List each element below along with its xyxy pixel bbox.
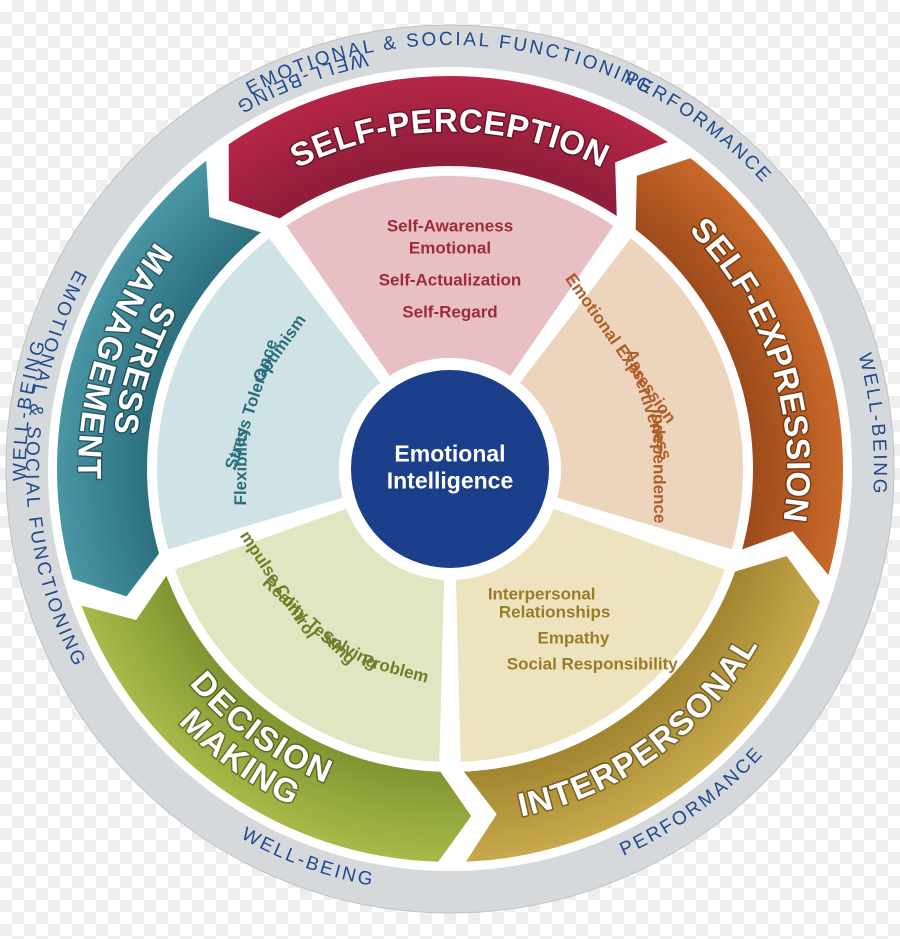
sub-label: Relationships: [499, 602, 610, 621]
center-label: Emotional: [394, 441, 505, 467]
sub-label: Self-Regard: [402, 302, 497, 321]
center-label: Intelligence: [387, 468, 514, 494]
sub-label: Empathy: [538, 628, 610, 647]
segment-interpersonal: INTERPERSONALInterpersonalRelationshipsE…: [453, 505, 823, 865]
ei-wheel-svg: EMOTIONAL & SOCIAL FUNCTIONINGWELL-BEING…: [0, 0, 900, 939]
sub-label: Social Responsibility: [507, 654, 679, 673]
ei-wheel-diagram: EMOTIONAL & SOCIAL FUNCTIONINGWELL-BEING…: [0, 0, 900, 939]
sub-label: Interpersonal: [488, 585, 596, 604]
sub-label: Self-Actualization: [379, 270, 522, 289]
sub-label: Independence: [649, 409, 669, 524]
sub-label: Emotional: [409, 238, 491, 257]
sub-label: Self-Awareness: [387, 216, 513, 235]
